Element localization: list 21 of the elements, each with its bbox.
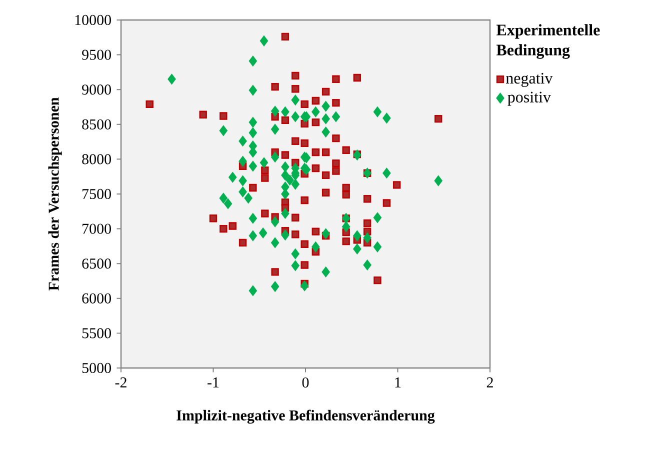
x-tick-label: -2 bbox=[115, 377, 126, 388]
y-tick-label: 5500 bbox=[82, 328, 111, 338]
y-tick-label: 6500 bbox=[82, 258, 111, 269]
y-tick-label: 5000 bbox=[82, 362, 111, 374]
x-tick-label: 2 bbox=[486, 377, 493, 388]
y-tick-label: 8000 bbox=[82, 154, 111, 164]
x-axis-title: Implizit-negative Befindensveränderung bbox=[176, 410, 435, 424]
legend-label: positiv bbox=[508, 92, 551, 106]
y-tick-label: 7500 bbox=[82, 188, 111, 200]
y-tick-label: 6000 bbox=[82, 293, 111, 304]
y-tick-label: 7000 bbox=[82, 224, 111, 234]
x-tick-label: 1 bbox=[395, 377, 401, 388]
x-tick-label: 0 bbox=[302, 377, 309, 388]
y-tick-label: 9500 bbox=[82, 50, 111, 60]
x-tick-label: -1 bbox=[208, 377, 219, 388]
y-tick-label: 9000 bbox=[82, 84, 111, 95]
legend-title: Experimentelle Bedingung bbox=[496, 24, 600, 59]
y-axis-title: Frames der Versuchspersonen bbox=[48, 97, 62, 291]
y-tick-label: 10000 bbox=[75, 14, 111, 26]
y-tick-label: 8500 bbox=[82, 119, 111, 130]
legend-label: negativ bbox=[506, 72, 553, 87]
